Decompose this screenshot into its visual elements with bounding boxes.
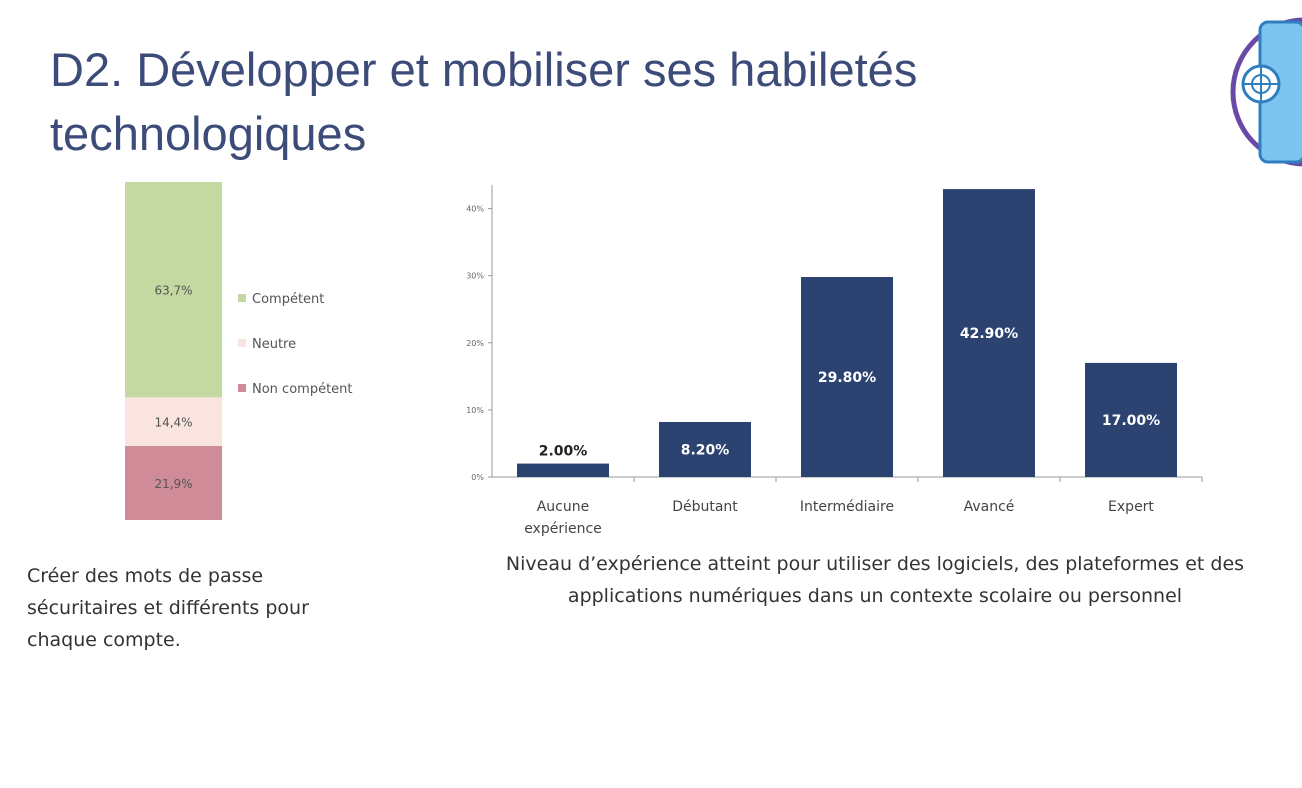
bar-data-label: 42.90% bbox=[960, 326, 1018, 342]
legend-label: Neutre bbox=[252, 337, 296, 352]
stacked-bar-chart: 21,9% 14,4% 63,7% Compétent Neutre Non compét… bbox=[125, 182, 353, 520]
bar-data-label: 29.80% bbox=[818, 370, 876, 386]
right-chart-caption: Niveau d’expérience atteint pour utilise… bbox=[505, 553, 1245, 607]
bar bbox=[1085, 362, 1177, 477]
stack-segment-label: 14,4% bbox=[154, 416, 192, 430]
legend-label: Non compétent bbox=[252, 382, 353, 397]
y-tick-label: 0% bbox=[471, 473, 484, 482]
legend-label: Compétent bbox=[252, 292, 324, 307]
legend-swatch bbox=[238, 294, 246, 302]
bar bbox=[943, 189, 1035, 478]
stack-segment-label: 63,7% bbox=[154, 284, 192, 298]
y-tick-label: 20% bbox=[466, 339, 484, 348]
title-line-1: D2. Développer et mobiliser ses habileté… bbox=[50, 43, 918, 96]
bar bbox=[517, 463, 609, 477]
stack-segment-label: 21,9% bbox=[154, 477, 192, 491]
x-tick-label: Aucune bbox=[537, 499, 590, 515]
bar bbox=[801, 277, 893, 477]
x-tick-label: Intermédiaire bbox=[800, 499, 894, 515]
legend-swatch bbox=[238, 384, 246, 392]
bar bbox=[659, 421, 751, 477]
bar-data-label: 8.20% bbox=[681, 442, 730, 458]
y-tick-label: 40% bbox=[466, 205, 484, 214]
title-line-2: technologiques bbox=[50, 107, 367, 160]
x-tick-label: expérience bbox=[524, 521, 602, 537]
stack-segment bbox=[125, 397, 222, 446]
globe-phone-icon bbox=[1230, 10, 1302, 175]
x-tick-label: Expert bbox=[1108, 499, 1154, 515]
stack-segment bbox=[125, 182, 222, 398]
legend-swatch bbox=[238, 339, 246, 347]
x-tick-label: Débutant bbox=[672, 499, 738, 515]
bar-data-label: 2.00% bbox=[539, 444, 588, 460]
stack-segment bbox=[125, 445, 222, 520]
page-title: D2. Développer et mobiliser ses habileté… bbox=[50, 38, 917, 166]
experience-bar-chart: 0% 10% 20% 30% 40% 2.00% Aucune expérience 8.20%… bbox=[466, 185, 1203, 537]
bar-data-label: 17.00% bbox=[1102, 413, 1160, 429]
y-tick-label: 10% bbox=[466, 406, 484, 415]
y-tick-label: 30% bbox=[466, 272, 484, 281]
x-tick-label: Avancé bbox=[964, 499, 1015, 515]
left-chart-caption: Créer des mots de passe sécuritaires et … bbox=[27, 565, 309, 651]
